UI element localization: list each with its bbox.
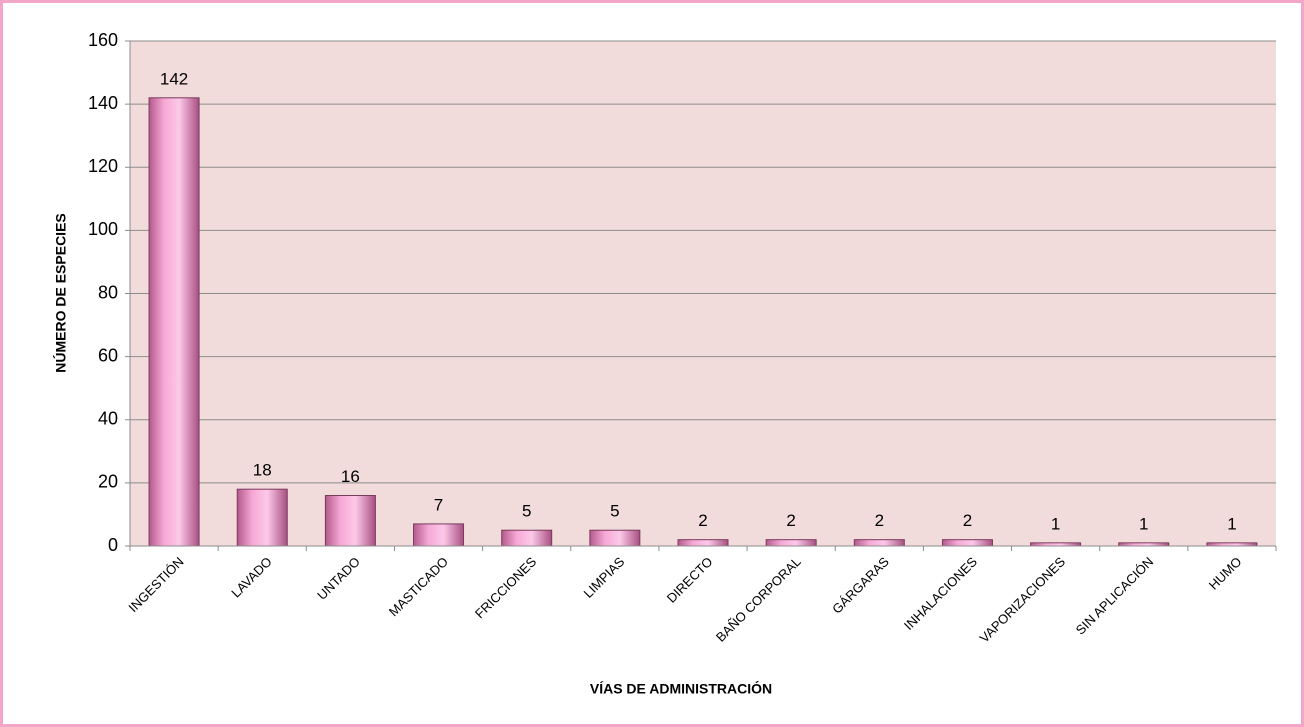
bar <box>413 523 465 547</box>
y-tick-label: 160 <box>88 30 118 50</box>
bar <box>853 539 905 547</box>
y-tick-label: 120 <box>88 156 118 176</box>
y-axis-title: NÚMERO DE ESPECIES <box>52 213 69 372</box>
data-label: 142 <box>160 69 188 88</box>
bar <box>324 495 376 547</box>
bar <box>236 488 288 547</box>
bar <box>765 539 817 547</box>
data-label: 16 <box>341 467 360 486</box>
data-label: 5 <box>522 502 531 521</box>
data-label: 2 <box>786 511 795 530</box>
data-label: 1 <box>1139 514 1148 533</box>
data-label: 18 <box>253 461 272 480</box>
data-label: 1 <box>1227 514 1236 533</box>
bar <box>677 539 729 547</box>
data-label: 1 <box>1051 514 1060 533</box>
y-tick-label: 100 <box>88 219 118 239</box>
data-label: 2 <box>698 511 707 530</box>
bar <box>148 97 200 547</box>
y-tick-label: 40 <box>98 409 118 429</box>
y-tick-label: 0 <box>108 535 118 555</box>
y-tick-label: 140 <box>88 93 118 113</box>
y-tick-label: 60 <box>98 345 118 365</box>
x-axis-title: VÍAS DE ADMINISTRACIÓN <box>590 680 772 697</box>
bar <box>589 529 641 547</box>
data-label: 2 <box>875 511 884 530</box>
data-label: 2 <box>963 511 972 530</box>
bar <box>941 539 993 547</box>
y-tick-label: 20 <box>98 472 118 492</box>
data-label: 5 <box>610 502 619 521</box>
data-label: 7 <box>434 495 443 514</box>
y-tick-label: 80 <box>98 282 118 302</box>
bar <box>501 529 553 547</box>
